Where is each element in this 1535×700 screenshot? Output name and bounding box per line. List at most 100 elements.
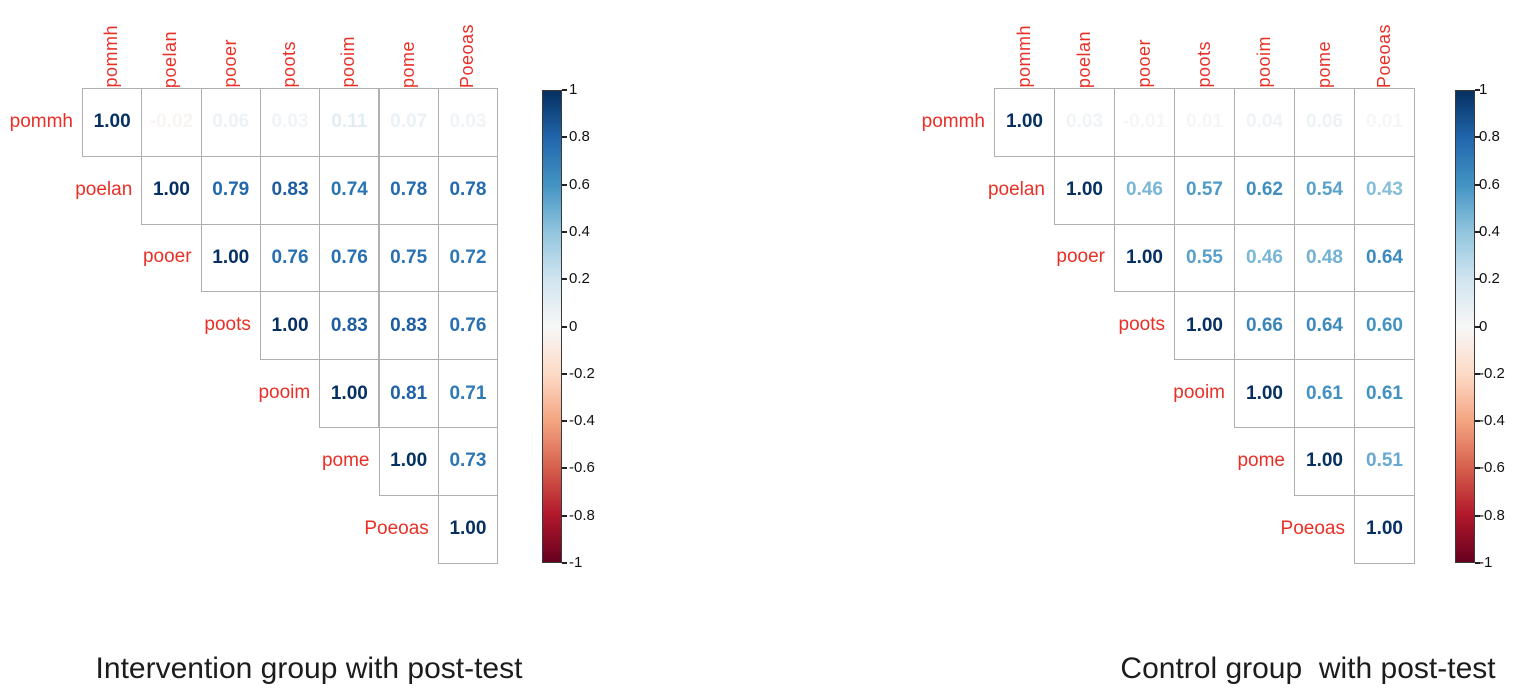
colorbar-tick [1475, 514, 1480, 517]
caption-intervention-group: Intervention group with post-test [95, 652, 523, 685]
colorbar-tick [1475, 278, 1480, 281]
column-label-text: poelan [160, 30, 181, 88]
matrix-cell-pooim-pome: 0.81 [378, 359, 439, 428]
matrix-cell-pooer-Poeoas: 0.64 [1354, 223, 1415, 293]
row-label-pome: pome [1237, 449, 1285, 471]
colorbar-tick [562, 278, 567, 281]
column-label-text: pooer [1133, 39, 1154, 88]
matrix-cell-poelan-poelan: 1.00 [141, 155, 202, 225]
colorbar-tick [562, 136, 567, 139]
matrix-cell-poelan-poots: 0.57 [1174, 155, 1235, 225]
matrix-cell-pommh-pooim: 0.04 [1234, 88, 1295, 157]
colorbar-tick-label: 0.8 [569, 128, 590, 146]
colorbar [542, 90, 562, 563]
colorbar-tick [562, 514, 567, 517]
colorbar-tick [1475, 420, 1480, 423]
colorbar-tick-label: 0.4 [569, 222, 590, 240]
matrix-cell-pommh-pome: 0.07 [378, 88, 439, 157]
row-label-poots: poots [1118, 314, 1165, 336]
column-label-text: pome [397, 40, 418, 88]
matrix-cell-pooim-Poeoas: 0.61 [1354, 359, 1415, 428]
column-label-text: pooer [219, 39, 240, 88]
column-label-pooer: pooer [1114, 4, 1174, 88]
colorbar-tick-label: 0.8 [1479, 128, 1500, 146]
column-label-poots: poots [1174, 4, 1234, 88]
matrix-cell-pooer-poots: 0.76 [259, 223, 321, 293]
matrix-cell-Poeoas-Poeoas: 1.00 [1354, 494, 1415, 564]
colorbar-tick-label: -0.4 [569, 412, 595, 430]
matrix-cell-poelan-Poeoas: 0.78 [437, 155, 499, 225]
colorbar-tick-label: -1 [1479, 554, 1493, 571]
column-label-pome: pome [1294, 4, 1354, 88]
colorbar [1455, 90, 1475, 563]
matrix-cell-pommh-poelan: 0.03 [1054, 88, 1115, 157]
matrix-cell-Poeoas-Poeoas: 1.00 [437, 494, 499, 564]
matrix-cell-poelan-pooim: 0.62 [1234, 155, 1295, 225]
colorbar-tick-label: -0.8 [1479, 506, 1505, 524]
column-label-poots: poots [260, 4, 319, 88]
colorbar-tick-label: -1 [569, 554, 583, 571]
matrix-cell-pome-pome: 1.00 [378, 427, 439, 496]
colorbar-tick-label: 0.2 [569, 270, 590, 288]
colorbar-tick-label: 1 [569, 81, 578, 98]
column-label-pooer: pooer [201, 4, 260, 88]
colorbar-tick [562, 230, 567, 233]
caption-control-group: Control group with post-test [1120, 652, 1496, 685]
matrix-cell-poelan-pooer: 0.79 [200, 155, 261, 225]
matrix-cell-pooim-pooim: 1.00 [319, 359, 380, 428]
column-label-text: Poeoas [456, 23, 477, 88]
colorbar-tick-label: -0.8 [569, 506, 595, 524]
colorbar-tick [1475, 89, 1480, 91]
row-label-poelan: poelan [987, 178, 1045, 200]
column-label-poelan: poelan [1054, 4, 1114, 88]
colorbar-tick [562, 89, 567, 91]
colorbar-tick-label: -0.2 [569, 364, 595, 382]
column-label-Poeoas: Poeoas [1354, 4, 1414, 88]
matrix-cell-pommh-pooer: -0.01 [1114, 88, 1175, 157]
column-label-Poeoas: Poeoas [438, 4, 497, 88]
column-label-pooim: pooim [1234, 4, 1294, 88]
matrix-cell-pooer-pooer: 1.00 [1114, 223, 1175, 293]
column-label-pommh: pommh [994, 4, 1054, 88]
column-label-poelan: poelan [141, 4, 200, 88]
matrix-cell-pooer-pooim: 0.76 [319, 223, 380, 293]
matrix-cell-pooer-Poeoas: 0.72 [437, 223, 499, 293]
matrix-cell-pome-pome: 1.00 [1294, 427, 1355, 496]
colorbar-tick [1475, 467, 1480, 470]
colorbar-tick-label: -0.6 [1479, 459, 1505, 477]
matrix-cell-poelan-pooer: 0.46 [1114, 155, 1175, 225]
column-label-pooim: pooim [319, 4, 378, 88]
matrix-cell-pome-Poeoas: 0.73 [437, 427, 499, 496]
row-label-pooer: pooer [142, 246, 192, 268]
column-label-text: pooim [1253, 36, 1274, 88]
colorbar-tick-label: 1 [1479, 81, 1488, 98]
colorbar-tick [562, 372, 567, 375]
matrix-cell-poelan-poelan: 1.00 [1054, 155, 1115, 225]
column-label-text: Poeoas [1373, 23, 1394, 88]
row-label-pooer: pooer [1056, 246, 1105, 268]
matrix-cell-pooer-pooer: 1.00 [200, 223, 261, 293]
matrix-cell-pooer-pooim: 0.46 [1234, 223, 1295, 293]
matrix-cell-poelan-Poeoas: 0.43 [1354, 155, 1415, 225]
column-label-text: pome [1313, 40, 1334, 88]
matrix-cell-pooer-pome: 0.48 [1294, 223, 1355, 293]
column-label-text: pooim [338, 36, 359, 88]
matrix-cell-poots-pooim: 0.66 [1234, 291, 1295, 361]
colorbar-tick [1475, 183, 1480, 186]
matrix-cell-poots-poots: 1.00 [1174, 291, 1235, 361]
matrix-cell-pommh-pooim: 0.11 [319, 88, 380, 157]
column-label-text: poelan [1073, 30, 1094, 88]
colorbar-tick-label: 0 [569, 317, 578, 335]
matrix-cell-pommh-Poeoas: 0.01 [1354, 88, 1415, 157]
matrix-cell-pommh-poots: 0.01 [1174, 88, 1235, 157]
matrix-cell-poots-pome: 0.83 [378, 291, 439, 361]
column-label-text: pommh [101, 25, 122, 88]
colorbar-tick [1475, 325, 1480, 328]
matrix-cell-poelan-pome: 0.78 [378, 155, 439, 225]
colorbar-tick-label: 0.6 [1479, 175, 1500, 193]
row-label-pooim: pooim [258, 382, 311, 404]
matrix-cell-poelan-poots: 0.83 [259, 155, 321, 225]
row-label-Poeoas: Poeoas [364, 517, 429, 539]
matrix-cell-poots-Poeoas: 0.60 [1354, 291, 1415, 361]
